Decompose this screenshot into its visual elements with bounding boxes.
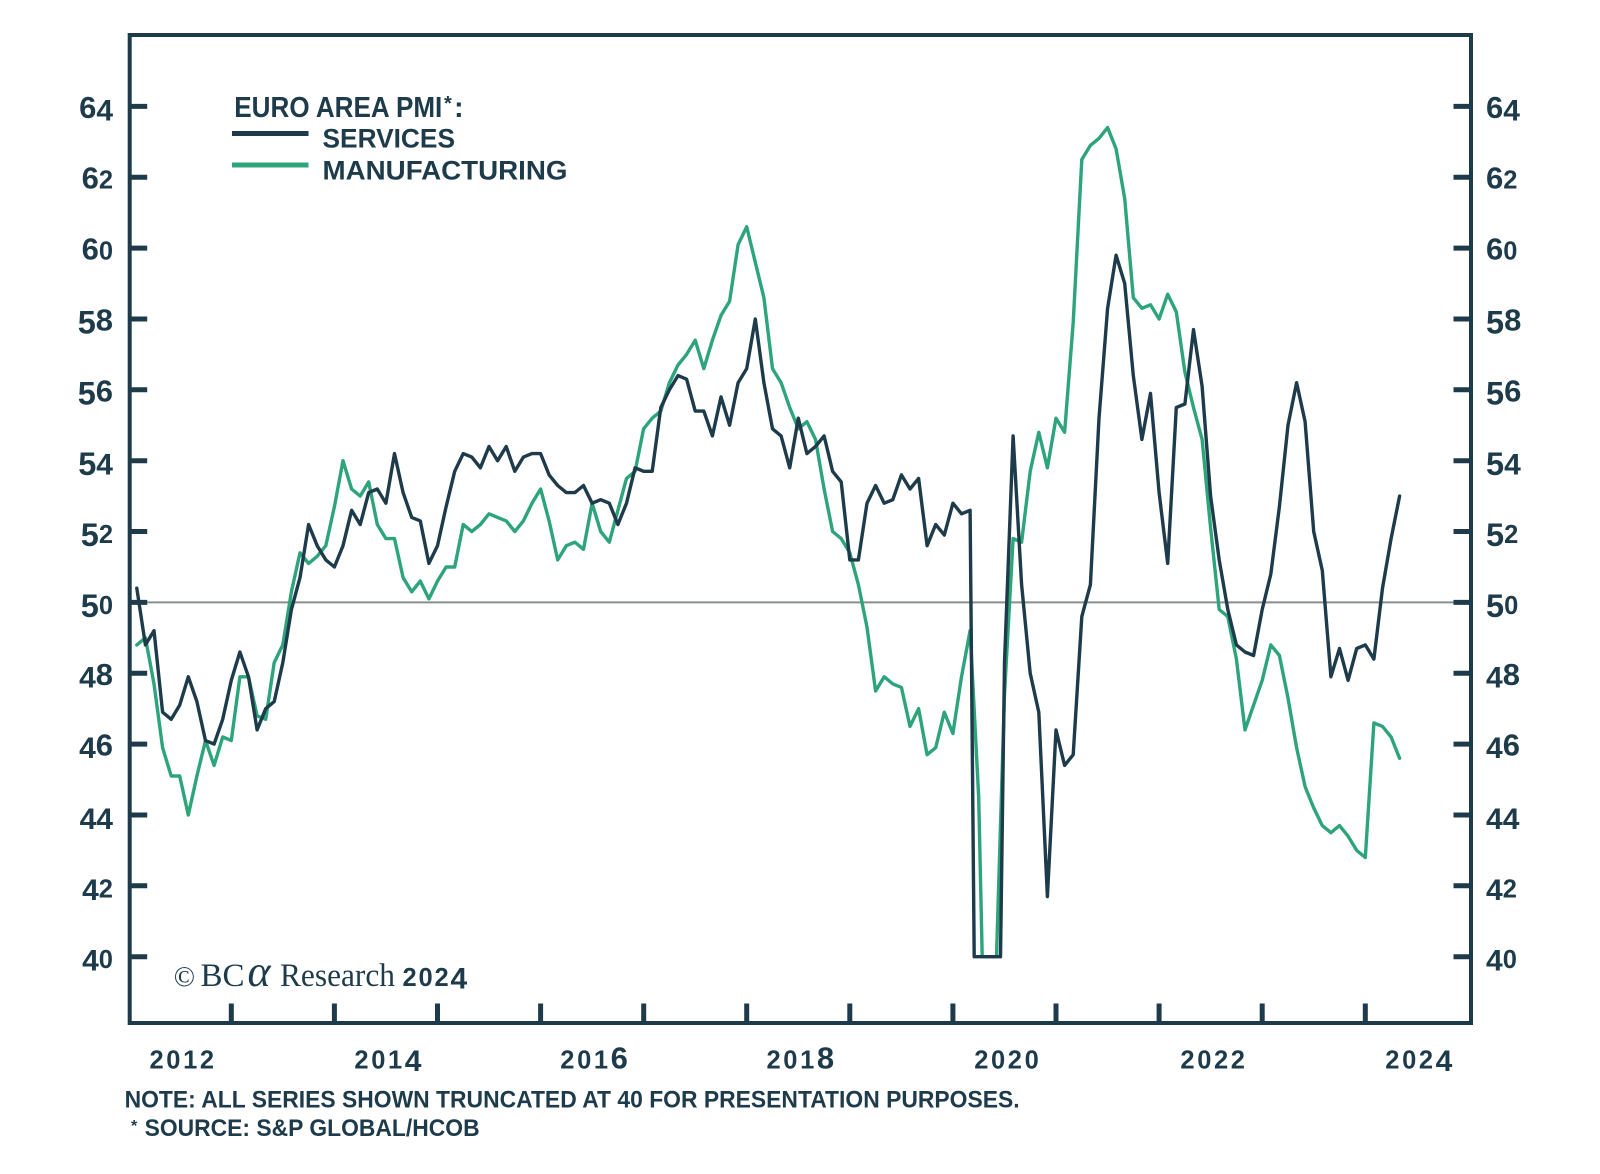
svg-text:60: 60 [82,232,113,267]
svg-text:EURO AREA PMI: EURO AREA PMI [234,92,442,124]
svg-text:52: 52 [81,517,113,553]
svg-text:50: 50 [81,588,113,624]
svg-text:40: 40 [1486,945,1517,978]
svg-text:SERVICES: SERVICES [323,124,456,154]
svg-text:52: 52 [1486,517,1518,553]
svg-text:64: 64 [1486,90,1520,128]
svg-text:62: 62 [82,161,113,196]
svg-text:40: 40 [82,945,113,978]
svg-text:44: 44 [1486,803,1520,836]
svg-text:58: 58 [1486,303,1521,341]
svg-text:46: 46 [1486,728,1520,766]
svg-text:54: 54 [78,446,113,482]
svg-text:60: 60 [1486,232,1517,267]
svg-text:42: 42 [82,874,113,907]
svg-text:58: 58 [78,303,113,341]
svg-text:SOURCE: S&P GLOBAL/HCOB: SOURCE: S&P GLOBAL/HCOB [145,1115,480,1142]
svg-text:NOTE: ALL SERIES SHOWN TRUNCAT: NOTE: ALL SERIES SHOWN TRUNCATED AT 40 F… [125,1087,1020,1114]
svg-text:42: 42 [1486,874,1517,907]
svg-text:46: 46 [79,728,113,766]
svg-text:48: 48 [1486,657,1520,695]
svg-text:56: 56 [78,373,113,411]
svg-text:64: 64 [79,90,113,128]
svg-text:*: * [444,93,452,115]
svg-text:44: 44 [80,803,114,836]
svg-text:56: 56 [1486,373,1521,411]
svg-text:50: 50 [1486,588,1518,624]
svg-text:*: * [131,1118,138,1135]
svg-text:MANUFACTURING: MANUFACTURING [323,156,568,186]
svg-text::: : [454,92,464,124]
svg-text:54: 54 [1486,446,1521,482]
svg-text:48: 48 [79,657,113,695]
svg-text:62: 62 [1486,161,1517,196]
svg-text:2024: 2024 [1385,1045,1452,1078]
svg-text:2024: 2024 [403,963,468,996]
